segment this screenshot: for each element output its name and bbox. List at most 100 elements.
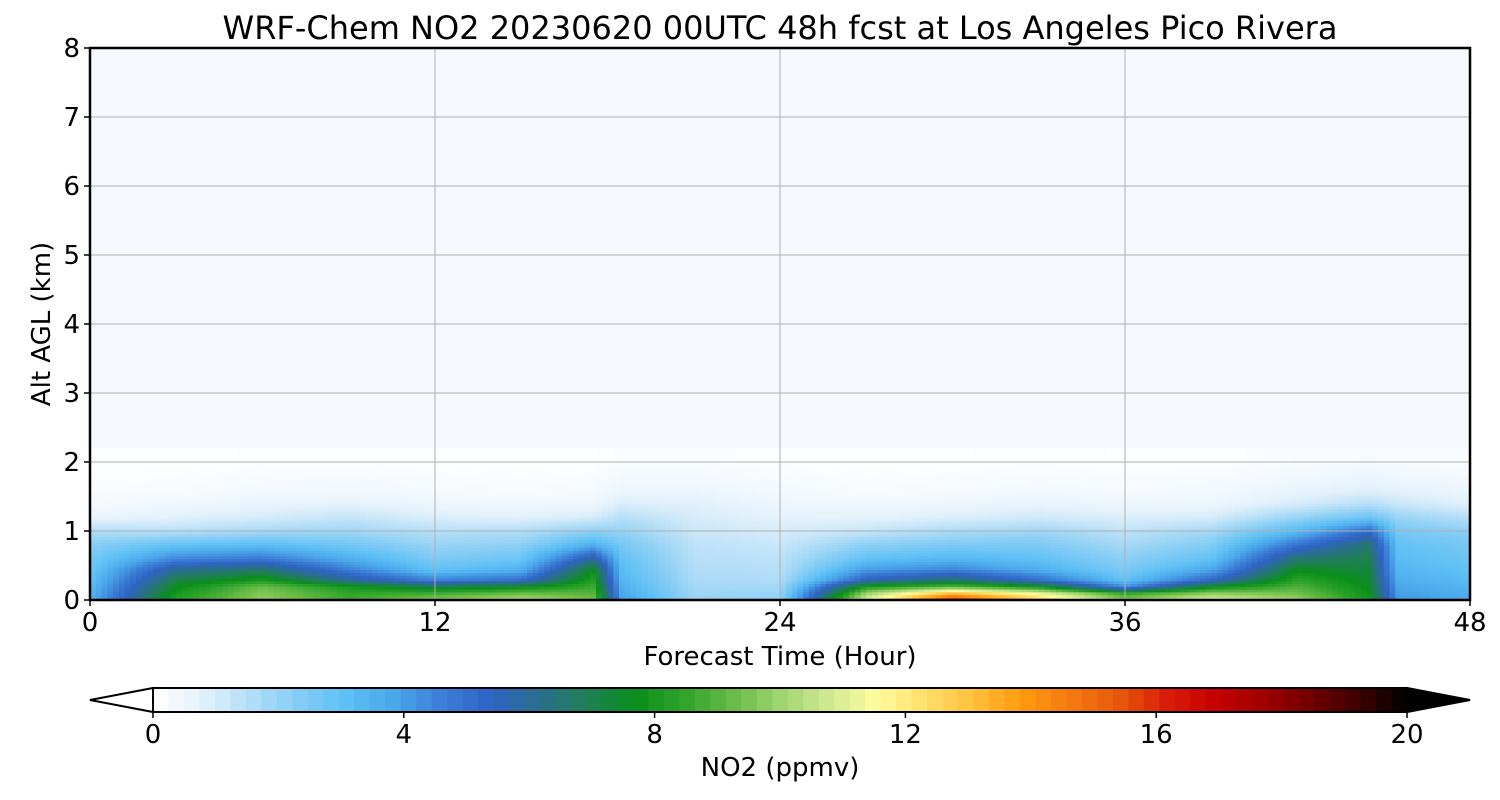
- heatmap-cell: [929, 572, 936, 576]
- heatmap-cell: [325, 553, 333, 557]
- heatmap-cell: [941, 550, 948, 554]
- heatmap-cell: [768, 553, 775, 557]
- heatmap-cell: [1234, 544, 1241, 549]
- heatmap-cell: [1194, 597, 1201, 600]
- heatmap-cell: [1199, 544, 1207, 549]
- heatmap-cell: [435, 577, 442, 582]
- heatmap-cell: [1222, 566, 1230, 571]
- heatmap-cell: [1102, 588, 1109, 593]
- heatmap-cell: [1015, 544, 1023, 549]
- heatmap-cell: [860, 594, 867, 598]
- heatmap-cell: [1320, 583, 1327, 587]
- heatmap-cell: [900, 547, 908, 551]
- heatmap-cell: [814, 594, 821, 598]
- heatmap-cell: [1182, 553, 1189, 557]
- heatmap-cell: [1441, 588, 1448, 593]
- heatmap-cell: [291, 553, 298, 557]
- heatmap-cell: [745, 575, 752, 579]
- heatmap-cell: [291, 577, 298, 582]
- heatmap-cell: [601, 588, 609, 593]
- heatmap-cell: [233, 583, 241, 587]
- heatmap-cell: [164, 566, 172, 571]
- heatmap-cell: [1395, 597, 1402, 600]
- heatmap-cell: [722, 555, 729, 560]
- heatmap-cell: [895, 594, 902, 598]
- heatmap-cell: [941, 542, 948, 546]
- heatmap-cell: [1395, 547, 1402, 551]
- heatmap-cell: [1188, 550, 1195, 554]
- heatmap-cell: [481, 558, 488, 562]
- heatmap-cell: [285, 572, 292, 576]
- heatmap-cell: [774, 555, 781, 560]
- heatmap-cell: [1355, 558, 1362, 562]
- heatmap-cell: [1084, 577, 1092, 582]
- heatmap-cell: [147, 586, 154, 590]
- heatmap-cell: [1148, 597, 1155, 600]
- heatmap-cell: [808, 542, 816, 546]
- heatmap-cell: [1176, 550, 1184, 554]
- heatmap-cell: [1268, 586, 1276, 590]
- heatmap-cell: [176, 583, 183, 587]
- heatmap-cell: [722, 591, 729, 596]
- heatmap-cell: [193, 594, 200, 598]
- heatmap-cell: [889, 558, 896, 562]
- heatmap-cell: [854, 580, 862, 585]
- heatmap-cell: [532, 569, 540, 573]
- heatmap-cell: [1113, 588, 1120, 593]
- heatmap-cell: [912, 561, 919, 565]
- heatmap-cell: [998, 586, 1005, 590]
- heatmap-cell: [935, 597, 942, 600]
- heatmap-cell: [239, 577, 246, 582]
- heatmap-cell: [1360, 591, 1368, 596]
- heatmap-cell: [130, 583, 137, 587]
- heatmap-cell: [1050, 542, 1057, 546]
- heatmap-cell: [808, 594, 816, 598]
- heatmap-cell: [95, 586, 103, 590]
- heatmap-cell: [187, 572, 195, 576]
- heatmap-cell: [555, 547, 563, 551]
- heatmap-cell: [210, 580, 218, 585]
- heatmap-cell: [1050, 553, 1057, 557]
- heatmap-cell: [331, 577, 338, 582]
- heatmap-cell: [889, 572, 896, 576]
- heatmap-cell: [147, 566, 154, 571]
- heatmap-cell: [981, 569, 988, 573]
- heatmap-cell: [883, 588, 890, 593]
- heatmap-cell: [642, 547, 649, 551]
- heatmap-cell: [256, 555, 264, 560]
- heatmap-cell: [1130, 553, 1138, 557]
- heatmap-cell: [429, 583, 436, 587]
- heatmap-cell: [1429, 564, 1437, 568]
- heatmap-cell: [245, 594, 252, 598]
- heatmap-cell: [1136, 558, 1143, 562]
- heatmap-cell: [607, 561, 614, 565]
- heatmap-cell: [210, 577, 218, 582]
- heatmap-cell: [636, 583, 643, 587]
- heatmap-cell: [739, 553, 747, 557]
- heatmap-cell: [302, 580, 310, 585]
- heatmap-cell: [1159, 586, 1166, 590]
- heatmap-cell: [1245, 566, 1253, 571]
- heatmap-cell: [561, 586, 568, 590]
- heatmap-cell: [1194, 544, 1201, 549]
- heatmap-cell: [435, 580, 442, 585]
- heatmap-cell: [1084, 594, 1092, 598]
- heatmap-cell: [1383, 558, 1391, 562]
- heatmap-cell: [688, 561, 695, 565]
- heatmap-cell: [1257, 569, 1264, 573]
- heatmap-cell: [630, 591, 637, 596]
- heatmap-cell: [900, 544, 908, 549]
- heatmap-cell: [751, 575, 758, 579]
- heatmap-cell: [946, 580, 954, 585]
- heatmap-cell: [216, 577, 223, 582]
- heatmap-cell: [136, 594, 143, 598]
- heatmap-cell: [912, 550, 919, 554]
- heatmap-cell: [1015, 594, 1023, 598]
- heatmap-cell: [118, 553, 126, 557]
- heatmap-cell: [665, 542, 672, 546]
- heatmap-cell: [440, 547, 448, 551]
- heatmap-cell: [918, 542, 925, 546]
- heatmap-cell: [964, 547, 971, 551]
- heatmap-cell: [228, 577, 235, 582]
- heatmap-cell: [1441, 586, 1448, 590]
